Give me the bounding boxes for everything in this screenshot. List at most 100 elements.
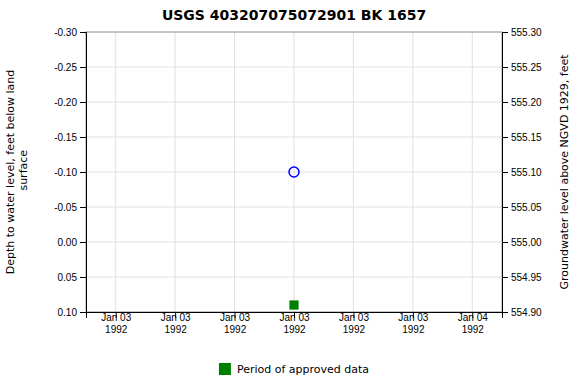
y-tick-label: -0.20 <box>54 97 77 108</box>
x-tick-label: Jan 031992 <box>101 312 131 335</box>
x-tick: Jan 031992 <box>398 312 428 335</box>
y2-tick-label: 555.15 <box>511 132 542 143</box>
x-axis: Jan 031992Jan 031992Jan 031992Jan 031992… <box>87 312 503 335</box>
y-tick: 0.00 <box>58 237 86 248</box>
y-tick: -0.15 <box>54 132 86 143</box>
x-tick-label: Jan 031992 <box>279 312 309 335</box>
y-tick-label: -0.10 <box>54 167 77 178</box>
grid <box>86 32 502 312</box>
y-tick-label: -0.15 <box>54 132 77 143</box>
y-tick: -0.20 <box>54 97 86 108</box>
x-tick-label-line: Jan 04 <box>458 312 488 323</box>
y2-tick-mark <box>502 312 508 313</box>
y2-tick-label: 555.10 <box>511 167 542 178</box>
y-tick-mark <box>80 277 86 278</box>
legend-swatch <box>219 363 231 375</box>
y-tick-mark <box>80 32 86 33</box>
grid-line-y <box>86 102 502 103</box>
legend: Period of approved data <box>219 363 369 376</box>
y-tick-label: -0.05 <box>54 202 77 213</box>
marks <box>289 167 299 309</box>
x-tick-label-line: Jan 03 <box>101 312 131 323</box>
axis-line <box>80 33 87 313</box>
x-tick-label-line: Jan 03 <box>398 312 428 323</box>
x-tick-label-line: 1992 <box>224 324 247 335</box>
x-tick: Jan 031992 <box>101 312 131 335</box>
y2-tick: 554.90 <box>502 307 542 318</box>
point-square <box>290 301 298 309</box>
y2-axis-title: Groundwater level above NGVD 1929, feet <box>558 54 571 290</box>
x-tick: Jan 031992 <box>161 312 191 335</box>
axis-title-line: Groundwater level above NGVD 1929, feet <box>558 54 571 290</box>
plot-frame <box>86 32 502 312</box>
chart: Jan 031992Jan 031992Jan 031992Jan 031992… <box>0 0 576 384</box>
y2-tick: 555.10 <box>502 167 542 178</box>
y2-tick-label: 554.90 <box>511 307 542 318</box>
y2-tick-mark <box>502 102 508 103</box>
x-tick-label-line: Jan 03 <box>220 312 250 323</box>
legend-label: Period of approved data <box>237 363 369 376</box>
y2-tick-label: 555.00 <box>511 237 542 248</box>
y-tick-label: 0.05 <box>58 272 78 283</box>
x-tick-label-line: 1992 <box>402 324 425 335</box>
y2-tick-label: 555.20 <box>511 97 542 108</box>
x-tick-label-line: Jan 03 <box>161 312 191 323</box>
x-tick: Jan 031992 <box>279 312 309 335</box>
x-tick-label-line: 1992 <box>343 324 366 335</box>
x-tick-label-line: Jan 03 <box>339 312 369 323</box>
x-tick: Jan 041992 <box>458 312 488 335</box>
y2-tick: 555.15 <box>502 132 542 143</box>
title: USGS 403207075072901 BK 1657 <box>162 7 426 23</box>
legend-item: Period of approved data <box>219 363 369 376</box>
grid-line-y <box>86 277 502 278</box>
axis-title-line: Depth to water level, feet below land <box>4 70 17 275</box>
x-tick-label-line: 1992 <box>283 324 306 335</box>
y2-tick: 555.25 <box>502 62 542 73</box>
x-tick-label-line: 1992 <box>462 324 485 335</box>
x-tick-label: Jan 031992 <box>220 312 250 335</box>
y2-tick: 555.00 <box>502 237 542 248</box>
x-tick-label: Jan 041992 <box>458 312 488 335</box>
axis-line <box>503 33 509 313</box>
y2-tick-mark <box>502 172 508 173</box>
x-tick-label: Jan 031992 <box>161 312 191 335</box>
grid-line-y <box>86 207 502 208</box>
y-axis: -0.30 -0.25 -0.20 -0.15 -0.10 -0.05 0.00 0.05 0.… <box>54 27 86 318</box>
grid-line-y <box>86 137 502 138</box>
y2-tick-label: 555.30 <box>511 27 542 38</box>
y2-tick-mark <box>502 242 508 243</box>
y-axis-title: Depth to water level, feet below land su… <box>4 70 30 275</box>
grid-line-y <box>86 172 502 173</box>
y-tick-mark <box>80 172 86 173</box>
grid-line-y <box>86 67 502 68</box>
x-tick-label-line: 1992 <box>105 324 128 335</box>
y-tick-label: -0.30 <box>54 27 77 38</box>
y-tick: 0.10 <box>58 307 86 318</box>
y2-tick: 555.30 <box>502 27 542 38</box>
y-tick-mark <box>80 102 86 103</box>
x-tick-label-line: 1992 <box>165 324 188 335</box>
x-tick-label: Jan 031992 <box>398 312 428 335</box>
axis-title-line: surface <box>17 150 30 194</box>
y2-tick: 555.20 <box>502 97 542 108</box>
y2-tick-label: 555.05 <box>511 202 542 213</box>
y-tick: -0.25 <box>54 62 86 73</box>
x-tick: Jan 031992 <box>339 312 369 335</box>
y2-tick: 555.05 <box>502 202 542 213</box>
y2-tick-label: 554.95 <box>511 272 542 283</box>
y-tick-label: -0.25 <box>54 62 77 73</box>
point-circle <box>289 167 299 177</box>
y2-tick: 554.95 <box>502 272 542 283</box>
grid-line-y <box>86 242 502 243</box>
y-tick-mark <box>80 242 86 243</box>
plot: Jan 031992Jan 031992Jan 031992Jan 031992… <box>54 27 542 335</box>
y2-tick-mark <box>502 277 508 278</box>
x-tick-label-line: Jan 03 <box>279 312 309 323</box>
y2-tick-label: 555.25 <box>511 62 542 73</box>
y2-tick-mark <box>502 32 508 33</box>
y-tick-mark <box>80 207 86 208</box>
y-tick: -0.30 <box>54 27 86 38</box>
y2-tick-mark <box>502 67 508 68</box>
y-tick-label: 0.00 <box>58 237 78 248</box>
y-tick-mark <box>80 312 86 313</box>
